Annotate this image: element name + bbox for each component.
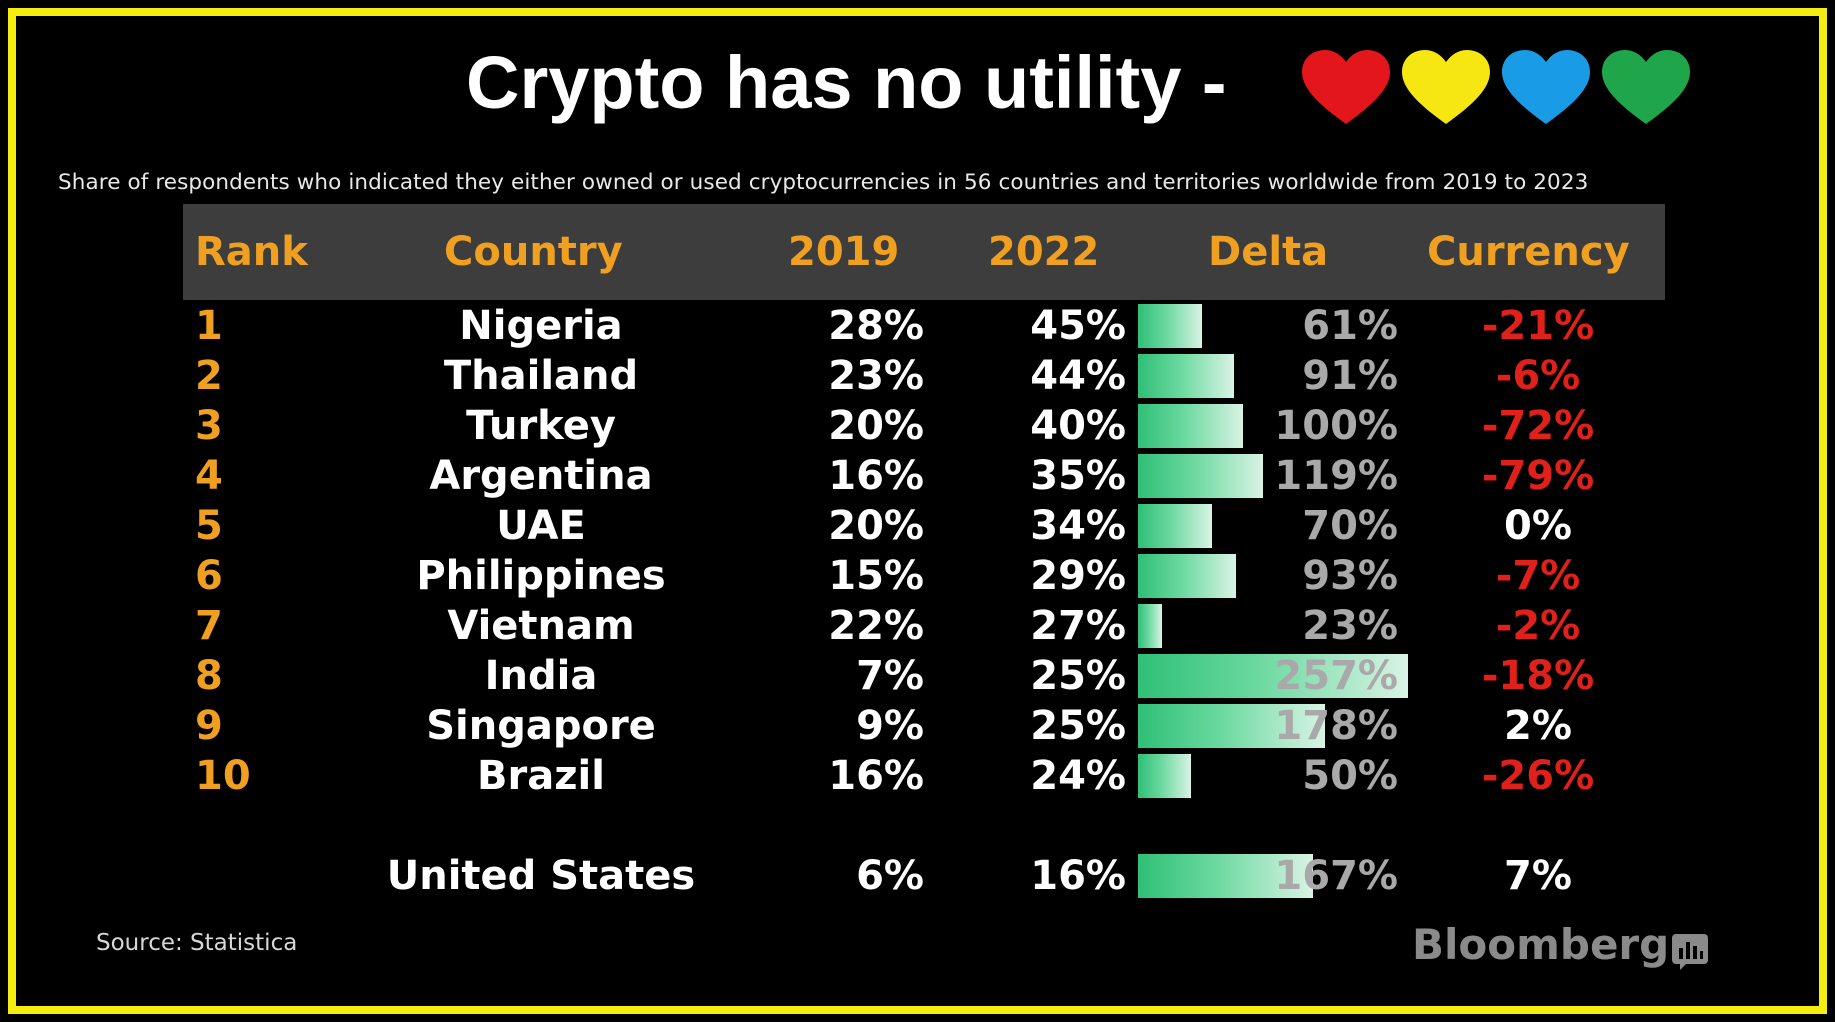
table-row-4-currency: -79% <box>1481 453 1595 499</box>
table-row-4-country: Argentina <box>429 453 653 499</box>
table-row-2-rank: 2 <box>195 353 223 399</box>
table-row-5-delta: 70% <box>1302 503 1398 549</box>
table-row-united-states-delta: 167% <box>1274 853 1398 899</box>
table-row-2-country: Thailand <box>443 353 639 399</box>
table-row-7-rank: 7 <box>195 603 223 649</box>
table-row-2-2019: 23% <box>828 353 924 399</box>
table-row-3-rank: 3 <box>195 403 223 449</box>
table-row-8-2022: 25% <box>1030 653 1126 699</box>
table-row-5-country: UAE <box>496 503 586 549</box>
table-row-10-2019: 16% <box>828 753 924 799</box>
table-row-9-currency: 2% <box>1504 703 1572 749</box>
chart-frame <box>8 8 1827 1014</box>
table-row-3-2019: 20% <box>828 403 924 449</box>
bloomberg-logo: Bloomberg <box>1412 920 1670 969</box>
table-row-1-country: Nigeria <box>459 303 623 349</box>
table-row-6-2022: 29% <box>1030 553 1126 599</box>
table-row-9-2022: 25% <box>1030 703 1126 749</box>
table-row-4-delta-bar <box>1138 454 1263 498</box>
green-heart-icon <box>1602 50 1690 124</box>
table-row-united-states-currency: 7% <box>1504 853 1572 899</box>
table-row-united-states-country: United States <box>386 853 696 899</box>
table-row-7-2022: 27% <box>1030 603 1126 649</box>
table-row-10-country: Brazil <box>477 753 605 799</box>
table-row-8-rank: 8 <box>195 653 223 699</box>
header-2019: 2019 <box>788 229 900 275</box>
table-row-1-rank: 1 <box>195 303 223 349</box>
table-row-4-2019: 16% <box>828 453 924 499</box>
table-row-5-2019: 20% <box>828 503 924 549</box>
table-row-6-country: Philippines <box>416 553 666 599</box>
table-row-7-delta: 23% <box>1302 603 1398 649</box>
table-row-10-delta-bar <box>1138 754 1191 798</box>
table-row-9-rank: 9 <box>195 703 223 749</box>
table-row-4-delta: 119% <box>1274 453 1398 499</box>
hearts-row <box>1298 48 1694 128</box>
table-row-8-2019: 7% <box>856 653 924 699</box>
table-row-1-currency: -21% <box>1481 303 1595 349</box>
table-row-5-rank: 5 <box>195 503 223 549</box>
table-row-6-currency: -7% <box>1495 553 1581 599</box>
page-title: Crypto has no utility - <box>466 41 1227 124</box>
red-heart-icon <box>1302 50 1390 124</box>
table-row-4-rank: 4 <box>195 453 223 499</box>
table-row-2-2022: 44% <box>1030 353 1126 399</box>
table-row-8-currency: -18% <box>1481 653 1595 699</box>
table-row-3-2022: 40% <box>1030 403 1126 449</box>
table-row-united-states-delta-bar <box>1138 854 1313 898</box>
table-row-7-2019: 22% <box>828 603 924 649</box>
table-row-6-2019: 15% <box>828 553 924 599</box>
table-row-6-delta: 93% <box>1302 553 1398 599</box>
table-row-1-2019: 28% <box>828 303 924 349</box>
table-row-1-delta: 61% <box>1302 303 1398 349</box>
table-row-10-currency: -26% <box>1481 753 1595 799</box>
table-row-8-delta: 257% <box>1274 653 1398 699</box>
table-row-3-delta: 100% <box>1274 403 1398 449</box>
table-row-1-delta-bar <box>1138 304 1202 348</box>
header-2022: 2022 <box>988 229 1100 275</box>
table-row-7-currency: -2% <box>1495 603 1581 649</box>
table-row-2-currency: -6% <box>1495 353 1581 399</box>
table-row-3-country: Turkey <box>466 403 616 449</box>
table-row-9-country: Singapore <box>426 703 656 749</box>
yellow-heart-icon <box>1402 50 1490 124</box>
table-row-3-currency: -72% <box>1481 403 1595 449</box>
source-note: Source: Statistica <box>96 930 298 956</box>
table-row-1-2022: 45% <box>1030 303 1126 349</box>
table-row-2-delta: 91% <box>1302 353 1398 399</box>
table-row-9-2019: 9% <box>856 703 924 749</box>
table-row-7-country: Vietnam <box>447 603 635 649</box>
table-row-9-delta-bar <box>1138 704 1325 748</box>
blue-heart-icon <box>1502 50 1590 124</box>
table-row-7-delta-bar <box>1138 604 1162 648</box>
table-row-8-country: India <box>484 653 598 699</box>
table-row-united-states-2019: 6% <box>856 853 924 899</box>
table-header-bar <box>183 204 1665 300</box>
header-currency: Currency <box>1427 229 1630 275</box>
table-row-united-states-2022: 16% <box>1030 853 1126 899</box>
table-row-5-delta-bar <box>1138 504 1212 548</box>
table-row-4-2022: 35% <box>1030 453 1126 499</box>
bloomberg-chart-icon <box>1672 934 1708 970</box>
table-row-9-delta: 178% <box>1274 703 1398 749</box>
table-row-2-delta-bar <box>1138 354 1234 398</box>
table-row-10-2022: 24% <box>1030 753 1126 799</box>
table-row-5-2022: 34% <box>1030 503 1126 549</box>
chart-subtitle: Share of respondents who indicated they … <box>58 170 1589 195</box>
header-country: Country <box>444 229 623 275</box>
table-row-10-rank: 10 <box>195 753 251 799</box>
header-delta: Delta <box>1208 229 1329 275</box>
header-rank: Rank <box>195 229 308 275</box>
table-row-5-currency: 0% <box>1504 503 1572 549</box>
table-row-6-rank: 6 <box>195 553 223 599</box>
table-row-8-delta-bar <box>1138 654 1408 698</box>
table-row-6-delta-bar <box>1138 554 1236 598</box>
table-row-3-delta-bar <box>1138 404 1243 448</box>
table-row-10-delta: 50% <box>1302 753 1398 799</box>
